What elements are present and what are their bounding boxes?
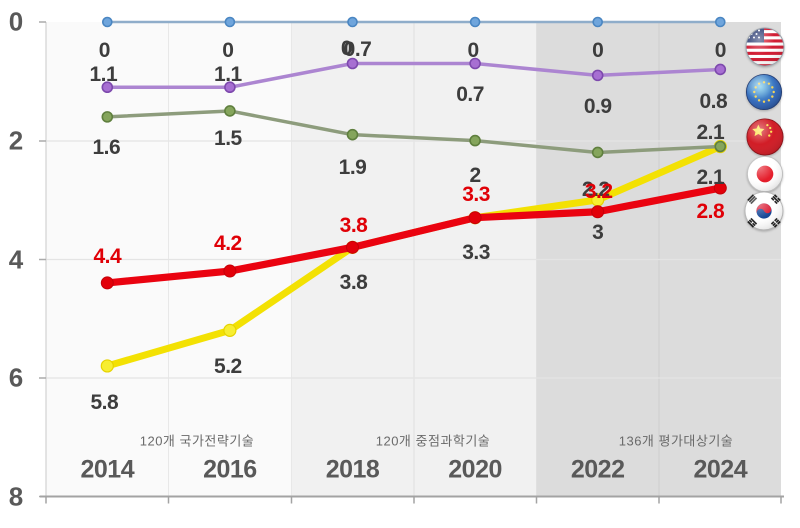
marker-japan-2020 xyxy=(469,134,481,147)
usa-flag-icon xyxy=(745,27,785,67)
marker-japan-2014 xyxy=(101,111,114,123)
x-axis-label-2024: 2024 xyxy=(693,455,748,484)
marker-japan-2016 xyxy=(224,105,236,117)
japan-flag-icon xyxy=(746,155,784,193)
data-label-korea-2016: 4.2 xyxy=(214,232,242,256)
series-line-japan xyxy=(101,105,727,159)
data-label-japan-2020: 2 xyxy=(469,163,482,187)
data-label-usa-2022: 0 xyxy=(592,39,604,62)
marker-korea-2022 xyxy=(591,205,605,219)
data-label-japan-2016: 1.5 xyxy=(214,126,242,150)
data-label-eu-2014: 1.1 xyxy=(89,63,118,87)
data-label-usa-2016: 0 xyxy=(222,39,234,62)
marker-korea-2014 xyxy=(100,276,114,290)
data-label-korea-2022: 3.2 xyxy=(584,179,613,203)
era-band-label-1: 120개 국가전략기술 xyxy=(139,433,255,449)
x-axis-label-2020: 2020 xyxy=(448,455,502,484)
marker-eu-2022 xyxy=(591,69,604,82)
marker-usa-2018 xyxy=(347,16,358,28)
data-label-korea-2018: 3.8 xyxy=(339,214,368,238)
china-flag-icon xyxy=(746,118,784,156)
series-line-eu xyxy=(101,57,727,94)
x-axis-label-2018: 2018 xyxy=(325,455,380,484)
y-axis-label-0: 0 xyxy=(8,6,24,37)
data-label-eu-2020: 0.7 xyxy=(456,82,484,106)
data-label-usa-2020: 0 xyxy=(467,39,480,62)
data-label-china-2020: 3.3 xyxy=(462,240,490,264)
data-label-korea-2014: 4.4 xyxy=(93,244,122,268)
data-label-japan-2018: 1.9 xyxy=(338,155,367,179)
data-label-china-2024: 2.1 xyxy=(696,165,725,189)
marker-japan-2024 xyxy=(714,140,727,153)
marker-eu-2024 xyxy=(714,63,727,76)
data-label-usa-2024: 0 xyxy=(714,39,727,62)
marker-japan-2022 xyxy=(591,146,604,159)
x-axis-label-2016: 2016 xyxy=(203,455,257,484)
data-label-eu-2016: 1.1 xyxy=(214,63,242,87)
marker-eu-2020 xyxy=(469,57,481,70)
x-axis-label-2014: 2014 xyxy=(80,455,135,484)
y-axis-label-2: 2 xyxy=(8,125,24,156)
marker-korea-2024 xyxy=(713,181,727,195)
data-label-china-2018: 3.8 xyxy=(339,271,368,295)
marker-korea-2018 xyxy=(346,240,359,254)
data-label-china-2016: 5.2 xyxy=(214,355,242,379)
marker-eu-2014 xyxy=(101,81,114,94)
series-line-korea xyxy=(100,181,727,290)
data-label-china-2022: 3 xyxy=(592,220,604,244)
data-label-eu-2024: 0.8 xyxy=(699,90,728,114)
marker-eu-2018 xyxy=(346,57,359,70)
data-label-japan-2024: 2.1 xyxy=(696,120,725,144)
x-axis-label-2022: 2022 xyxy=(570,455,625,484)
marker-usa-2014 xyxy=(102,16,113,28)
marker-china-2016 xyxy=(223,323,237,337)
marker-china-2014 xyxy=(100,359,114,373)
data-label-japan-2022: 2.2 xyxy=(581,178,610,202)
data-label-usa-2014: 0 xyxy=(98,39,111,62)
marker-korea-2020 xyxy=(468,211,482,225)
eu-flag-icon xyxy=(745,73,783,111)
marker-korea-2016 xyxy=(223,264,237,278)
data-label-eu-2022: 0.9 xyxy=(583,95,612,119)
era-band-label-2: 120개 중점과학기술 xyxy=(375,433,491,449)
data-label-japan-2014: 1.6 xyxy=(92,135,121,159)
data-label-korea-2024: 2.8 xyxy=(696,200,725,224)
y-axis-label-8: 8 xyxy=(8,481,24,511)
marker-japan-2018 xyxy=(346,128,359,141)
korea-flag-icon xyxy=(744,191,784,231)
axes xyxy=(39,21,784,504)
data-label-china-2014: 5.8 xyxy=(90,390,119,414)
marker-usa-2020 xyxy=(469,16,481,28)
marker-usa-2016 xyxy=(224,16,236,28)
marker-usa-2022 xyxy=(592,16,604,28)
marker-usa-2024 xyxy=(714,16,726,28)
y-axis-label-4: 4 xyxy=(8,244,24,274)
gridlines xyxy=(46,22,781,497)
data-label-korea-2020: 3.3 xyxy=(462,182,490,206)
data-label-eu-2018: 0.7 xyxy=(343,37,372,61)
era-band-label-3: 136개 평가대상기술 xyxy=(618,433,734,449)
marker-eu-2016 xyxy=(224,81,236,94)
series-line-usa xyxy=(102,16,726,28)
y-axis-label-6: 6 xyxy=(8,362,24,393)
data-label-usa-2018: 0 xyxy=(340,37,353,60)
